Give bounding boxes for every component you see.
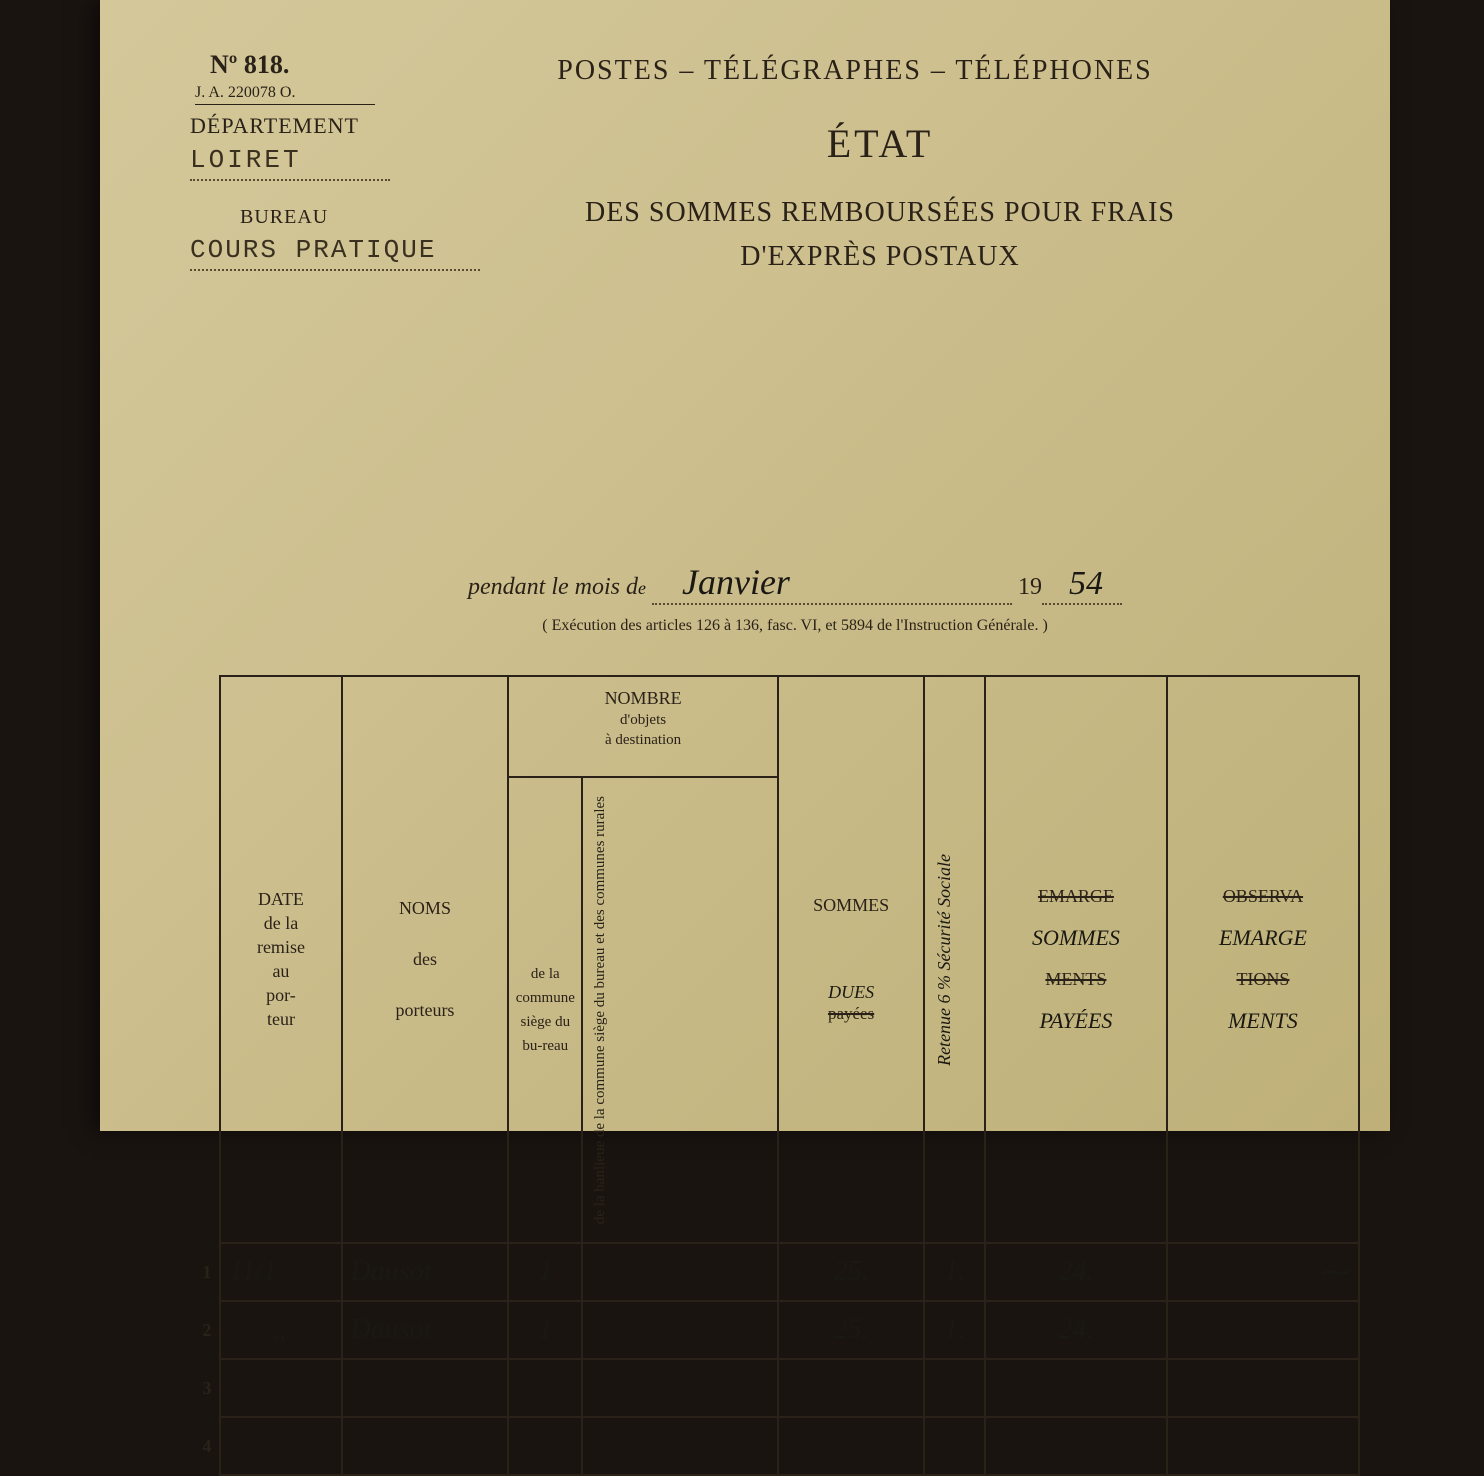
form-reference: J. A. 220078 O. xyxy=(195,84,375,105)
legal-reference: ( Exécution des articles 126 à 136, fasc… xyxy=(260,617,1330,635)
cell-nom: Dausot xyxy=(342,1243,509,1301)
cell-nom xyxy=(342,1359,509,1417)
row-number: 2 xyxy=(190,1301,220,1359)
reimbursement-table: DATE de la remise au por- teur NOMS des … xyxy=(190,675,1360,1476)
table-row: 1 11/1 Dausot 1 25. 1. 24. ⁓ xyxy=(190,1243,1359,1301)
cell-retenue: 1. xyxy=(924,1243,985,1301)
cell-date xyxy=(220,1359,341,1417)
year-suffix: 54 xyxy=(1042,565,1122,605)
cell-emarge xyxy=(1167,1359,1359,1417)
table-row: 3 xyxy=(190,1359,1359,1417)
cell-date xyxy=(220,1417,341,1475)
reimbursement-table-wrap: DATE de la remise au por- teur NOMS des … xyxy=(160,675,1330,1476)
period-month: Janvier xyxy=(652,561,1012,605)
table-row: 2 „ Dausot 1 25. 1. 24. xyxy=(190,1301,1359,1359)
cell-retenue xyxy=(924,1359,985,1417)
cell-nom xyxy=(342,1417,509,1475)
cell-banlieue xyxy=(582,1359,778,1417)
title-line-2: D'EXPRÈS POSTAUX xyxy=(480,241,1280,273)
cell-banlieue xyxy=(582,1243,778,1301)
cell-sommes xyxy=(778,1417,925,1475)
title-block: ÉTAT DES SOMMES REMBOURSÉES POUR FRAIS D… xyxy=(480,120,1280,273)
department-label: DÉPARTEMENT xyxy=(190,113,480,139)
organization-title: POSTES – TÉLÉGRAPHES – TÉLÉPHONES xyxy=(380,55,1330,87)
cell-banlieue xyxy=(582,1301,778,1359)
col-date: DATE de la remise au por- teur xyxy=(220,676,341,1243)
row-number: 3 xyxy=(190,1359,220,1417)
department-value: LOIRET xyxy=(190,145,390,181)
cell-emarge xyxy=(1167,1417,1359,1475)
cell-emarge xyxy=(1167,1301,1359,1359)
bureau-label: BUREAU xyxy=(240,206,480,229)
col-retenue: Retenue 6 % Sécurité Sociale xyxy=(924,676,985,1243)
period-prefix: pendant le mois d xyxy=(468,574,638,600)
col-noms: NOMS des porteurs xyxy=(342,676,509,1243)
table-body: 1 11/1 Dausot 1 25. 1. 24. ⁓ 2 „ Dausot … xyxy=(190,1243,1359,1475)
cell-payees xyxy=(985,1359,1167,1417)
cell-sommes: 25. xyxy=(778,1301,925,1359)
cell-date: „ xyxy=(220,1301,341,1359)
postal-form-document: Nº 818. J. A. 220078 O. DÉPARTEMENT LOIR… xyxy=(100,0,1390,1131)
cell-commune xyxy=(508,1417,582,1475)
cell-commune: 1 xyxy=(508,1301,582,1359)
col-banlieue: de la banlieue de la commune siège du bu… xyxy=(582,777,778,1243)
col-rownum xyxy=(190,676,220,1243)
cell-retenue: 1. xyxy=(924,1301,985,1359)
cell-date: 11/1 xyxy=(220,1243,341,1301)
col-commune: de la commune siège du bu-reau xyxy=(508,777,582,1243)
period-e: e xyxy=(638,578,646,598)
bureau-value: COURS PRATIQUE xyxy=(190,235,480,271)
row-number: 4 xyxy=(190,1417,220,1475)
cell-sommes: 25. xyxy=(778,1243,925,1301)
cell-commune: 1 xyxy=(508,1243,582,1301)
cell-payees: 24. xyxy=(985,1301,1167,1359)
cell-payees: 24. xyxy=(985,1243,1167,1301)
period-line: pendant le mois de Janvier 1954 xyxy=(260,561,1330,605)
cell-nom: Dausot xyxy=(342,1301,509,1359)
table-row: 4 xyxy=(190,1417,1359,1475)
title-line-1: DES SOMMES REMBOURSÉES POUR FRAIS xyxy=(480,197,1280,229)
cell-emarge: ⁓ xyxy=(1167,1243,1359,1301)
cell-sommes xyxy=(778,1359,925,1417)
row-number: 1 xyxy=(190,1243,220,1301)
col-observa: OBSERVA EMARGE TIONS MENTS xyxy=(1167,676,1359,1243)
year-prefix: 19 xyxy=(1018,574,1042,600)
department-block: DÉPARTEMENT LOIRET BUREAU COURS PRATIQUE xyxy=(190,113,480,271)
col-emarge: EMARGE SOMMES MENTS PAYÉES xyxy=(985,676,1167,1243)
cell-commune xyxy=(508,1359,582,1417)
cell-banlieue xyxy=(582,1417,778,1475)
cell-payees xyxy=(985,1417,1167,1475)
col-sommes: SOMMES DUES payées xyxy=(778,676,925,1243)
cell-retenue xyxy=(924,1417,985,1475)
title-main: ÉTAT xyxy=(480,120,1280,167)
col-nombre-header: NOMBRE d'objets à destination xyxy=(508,676,777,777)
